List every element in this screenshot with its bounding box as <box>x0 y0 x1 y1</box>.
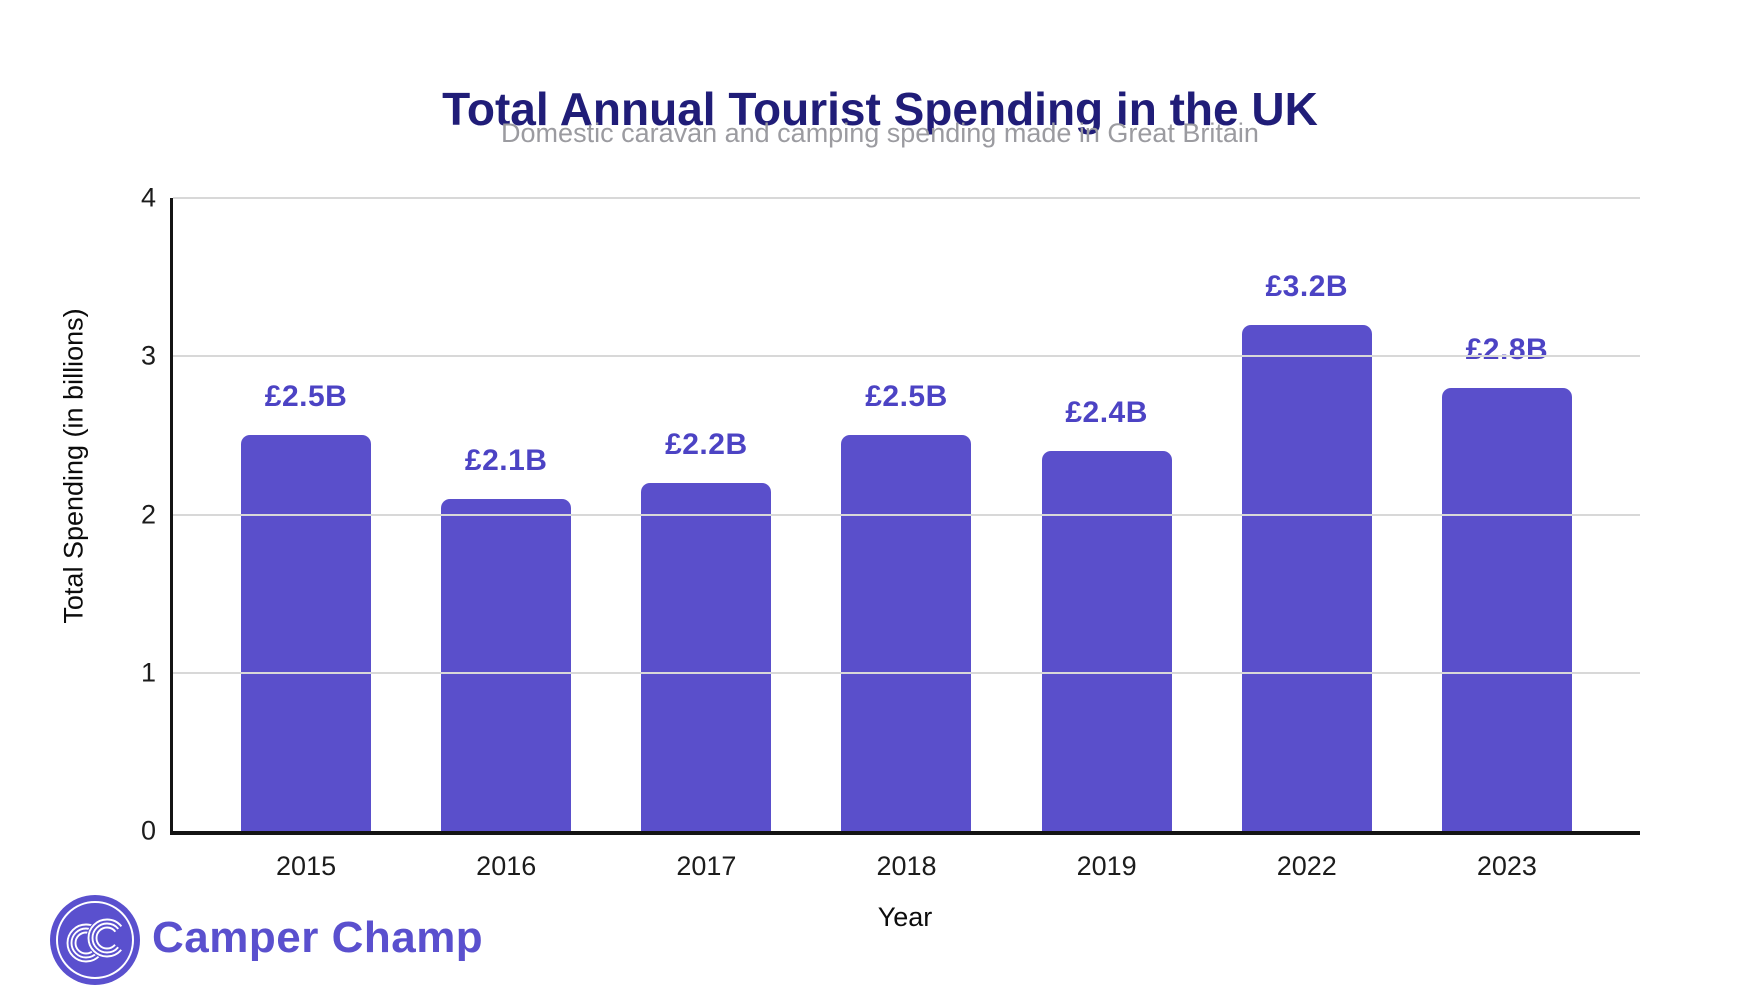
x-tick-label-2018: 2018 <box>876 851 937 881</box>
gridline-y-3 <box>173 355 1640 358</box>
y-axis-title: Total Spending (in billions) <box>58 308 89 624</box>
bar-2023 <box>1441 387 1572 831</box>
y-tick-label-3: 3 <box>140 340 156 371</box>
gridline-y-4 <box>173 197 1640 199</box>
brand-footer: Camper Champ <box>50 895 483 985</box>
x-tick-label-2016: 2016 <box>476 851 537 881</box>
bar-2019 <box>1041 451 1172 831</box>
bar-group-2023: £2.8B 2023 <box>1407 198 1607 880</box>
bar-value-label-2017: £2.2B <box>665 427 748 461</box>
bar-group-2022: £3.2B 2022 <box>1207 198 1407 880</box>
x-tick-label-2022: 2022 <box>1276 851 1337 881</box>
chart-title: Total Annual Tourist Spending in the UK <box>442 82 1318 135</box>
bar-2017 <box>641 482 772 831</box>
bar-group-2018: £2.5B 2018 <box>806 198 1006 880</box>
gridline-y-1 <box>173 671 1640 674</box>
bar-group-2016: £2.1B 2016 <box>406 198 606 880</box>
y-tick-label-1: 1 <box>140 657 156 688</box>
bar-value-label-2022: £3.2B <box>1265 269 1349 303</box>
x-tick-label-2019: 2019 <box>1076 851 1137 881</box>
bar-value-label-2015: £2.5B <box>264 380 348 414</box>
bar-2016 <box>441 498 572 831</box>
camper-champ-logo-icon <box>50 895 140 985</box>
plot-area: £2.5B 2015 £2.1B 2016 £2.2B 2017 £2.5B 2018 £2.4… <box>170 197 1640 880</box>
x-axis-title: Year <box>877 902 933 932</box>
chart-subtitle: Domestic caravan and camping spending ma… <box>501 118 1259 148</box>
bar-value-label-2019: £2.4B <box>1065 396 1148 430</box>
brand-name: Camper Champ <box>152 913 484 962</box>
x-tick-label-2015: 2015 <box>276 851 337 881</box>
bar-2015 <box>241 435 372 831</box>
y-tick-label-2: 2 <box>140 499 156 529</box>
bar-value-label-2016: £2.1B <box>464 443 548 477</box>
bar-group-2015: £2.5B 2015 <box>206 198 406 880</box>
x-tick-label-2023: 2023 <box>1476 851 1537 881</box>
y-tick-label-4: 4 <box>140 182 156 213</box>
bar-value-label-2023: £2.8B <box>1465 332 1549 366</box>
bar-2022 <box>1241 324 1372 831</box>
bars-container: £2.5B 2015 £2.1B 2016 £2.2B 2017 £2.5B 2018 £2.4… <box>206 198 1607 880</box>
y-tick-label-0: 0 <box>140 815 156 846</box>
bar-group-2017: £2.2B 2017 <box>606 198 806 880</box>
bar-2018 <box>841 435 972 831</box>
x-tick-label-2017: 2017 <box>676 851 737 881</box>
gridline-y-2 <box>173 513 1640 516</box>
bar-value-label-2018: £2.5B <box>865 380 948 414</box>
